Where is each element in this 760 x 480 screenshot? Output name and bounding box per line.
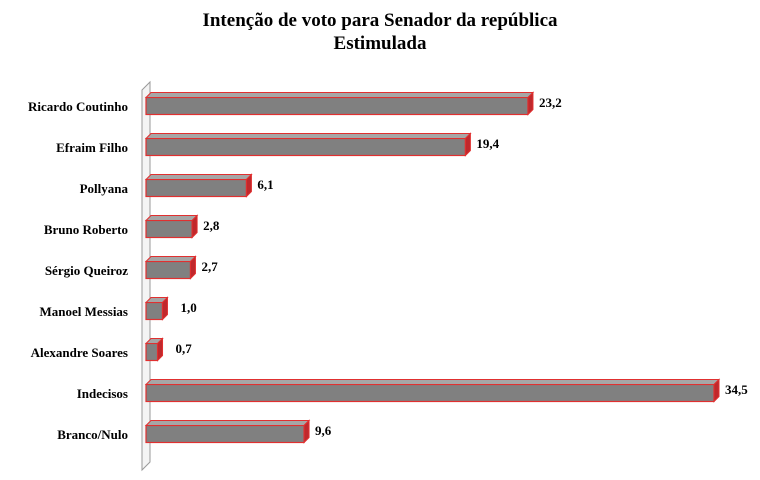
category-label: Indecisos [77, 386, 128, 401]
bar-top-face [144, 256, 197, 262]
value-label: 9,6 [315, 423, 332, 438]
category-label: Ricardo Coutinho [28, 99, 128, 114]
bar [145, 219, 193, 239]
bar-side-face [161, 296, 168, 321]
bar [145, 96, 529, 116]
bar-side-face [157, 337, 164, 362]
bar-group [144, 296, 169, 321]
category-label: Alexandre Soares [31, 345, 128, 360]
bar [145, 301, 164, 321]
bar-group [144, 337, 164, 362]
bar-top-face [144, 92, 535, 98]
chart-subtitle: Estimulada [333, 33, 427, 54]
bar-top-face [144, 174, 253, 180]
bar-side-face [713, 378, 720, 403]
bar [145, 342, 159, 362]
bar-side-face [303, 419, 310, 444]
bar-side-face [527, 91, 534, 116]
value-label: 6,1 [257, 177, 273, 192]
value-label: 19,4 [476, 136, 499, 151]
bar-side-face [191, 214, 198, 239]
bar-group [144, 91, 535, 116]
bar-side-face [245, 173, 252, 198]
value-label: 23,2 [539, 95, 562, 110]
category-label: Bruno Roberto [44, 222, 128, 237]
value-label: 2,8 [203, 218, 220, 233]
bar-top-face [144, 420, 311, 426]
bar-group [144, 214, 199, 239]
category-label: Sérgio Queiroz [45, 263, 128, 278]
bar-group [144, 378, 721, 403]
category-label: Pollyana [80, 181, 129, 196]
bar-top-face [144, 133, 472, 139]
value-label: 1,0 [180, 300, 196, 315]
bar-top-face [144, 379, 721, 385]
category-label: Efraim Filho [56, 140, 128, 155]
bar [145, 178, 248, 198]
bar [145, 137, 466, 157]
value-label: 0,7 [176, 341, 193, 356]
category-label: Manoel Messias [40, 304, 128, 319]
bar-top-face [144, 215, 199, 221]
bar-side-face [464, 132, 471, 157]
bar [145, 260, 192, 280]
bar [145, 383, 715, 403]
value-label: 2,7 [201, 259, 218, 274]
bar-group [144, 132, 472, 157]
bar [145, 424, 305, 444]
bar-side-face [189, 255, 196, 280]
bar-group [144, 419, 311, 444]
category-label: Branco/Nulo [57, 427, 128, 442]
bar-group [144, 173, 253, 198]
chart-title: Intenção de voto para Senador da repúbli… [202, 10, 558, 31]
value-label: 34,5 [725, 382, 748, 397]
bar-group [144, 255, 197, 280]
